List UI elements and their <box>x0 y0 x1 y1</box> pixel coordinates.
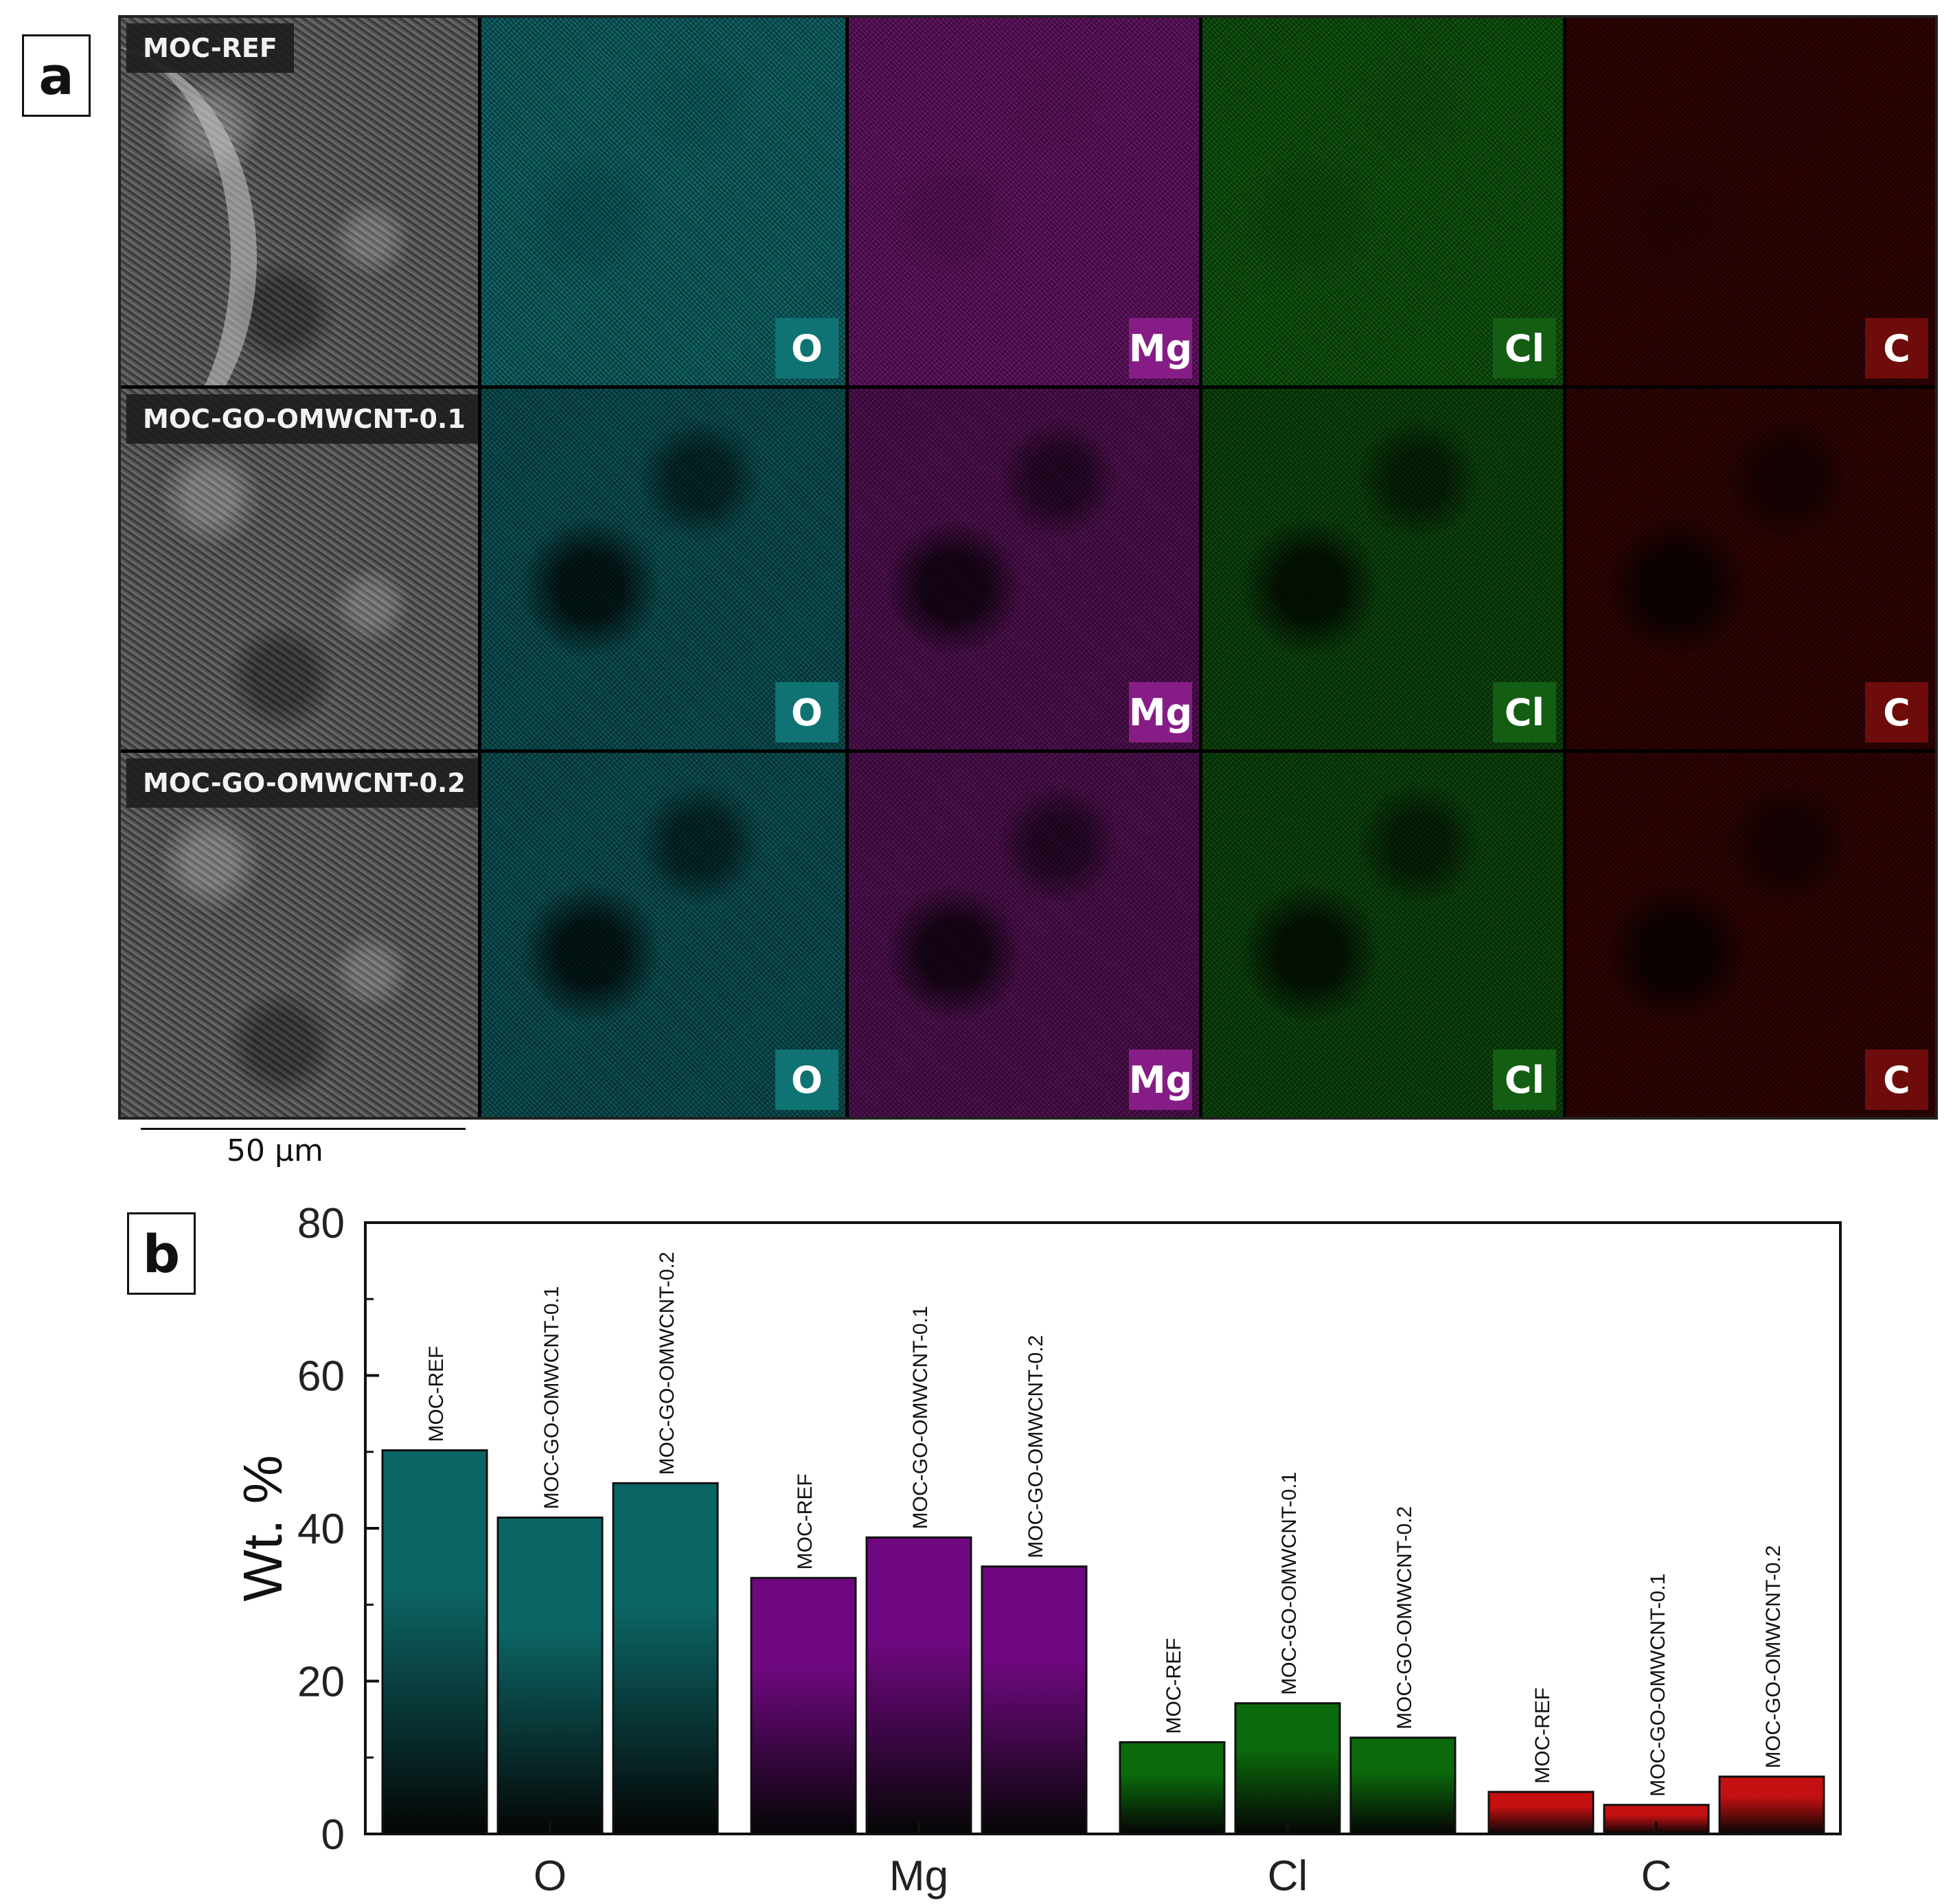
bar <box>381 1449 488 1835</box>
scale-bar-label: 50 µm <box>227 1133 323 1168</box>
bar-series-label: MOC-GO-OMWCNT-0.2 <box>1393 1506 1416 1730</box>
y-axis-label: Wt. % <box>232 1455 293 1601</box>
element-badge: Mg <box>1129 318 1192 378</box>
bar <box>1718 1776 1825 1835</box>
x-tick-label: Cl <box>1268 1852 1308 1900</box>
eds-map-cl: Cl <box>1202 753 1563 1117</box>
eds-map-o: O <box>481 753 845 1117</box>
element-badge: O <box>775 1050 838 1110</box>
x-tick-label: O <box>534 1852 567 1900</box>
bar-series-label: MOC-REF <box>1531 1688 1554 1784</box>
eds-map-cl: Cl <box>1202 389 1563 749</box>
bar-series-label: MOC-REF <box>1163 1638 1185 1734</box>
sem-image: MOC-REF <box>121 18 478 385</box>
sample-label: MOC-GO-OMWCNT-0.1 <box>126 394 478 444</box>
eds-map-o: O <box>481 389 845 749</box>
eds-map-mg: Mg <box>849 753 1199 1117</box>
y-tick-label: 20 <box>297 1659 345 1706</box>
bar <box>612 1482 719 1835</box>
eds-map-c: C <box>1566 18 1935 385</box>
wt-percent-bar-chart: 0 20 40 60 80 Wt. % MOC-REF MOC-GO-OMWCNT-0.1 MO… <box>232 1200 1842 1900</box>
bar-series-label: MOC-GO-OMWCNT-0.1 <box>540 1286 563 1509</box>
bar-series-label: MOC-REF <box>425 1346 448 1442</box>
sem-image: MOC-GO-OMWCNT-0.1 <box>121 389 478 749</box>
bar <box>1349 1736 1457 1835</box>
bar-series-label: MOC-GO-OMWCNT-0.1 <box>909 1306 932 1529</box>
bar-series-label: MOC-GO-OMWCNT-0.1 <box>1647 1574 1669 1797</box>
element-badge: Cl <box>1493 318 1556 378</box>
element-badge: C <box>1865 682 1928 743</box>
eds-map-mg: Mg <box>849 18 1199 385</box>
eds-map-mg: Mg <box>849 389 1199 749</box>
element-badge: C <box>1865 318 1928 378</box>
eds-map-cl: Cl <box>1202 18 1563 385</box>
sample-label: MOC-REF <box>126 23 294 73</box>
panel-b-label: b <box>127 1212 196 1295</box>
element-badge: O <box>775 318 838 378</box>
eds-map-c: C <box>1566 753 1935 1117</box>
panel-a-label: a <box>22 34 91 117</box>
y-tick-label: 80 <box>297 1200 345 1247</box>
bar-series-label: MOC-REF <box>794 1473 816 1569</box>
bar <box>1234 1702 1341 1835</box>
bar-series-label: MOC-GO-OMWCNT-0.2 <box>1762 1545 1785 1769</box>
bar-series-label: MOC-GO-OMWCNT-0.1 <box>1278 1472 1301 1695</box>
sample-label: MOC-GO-OMWCNT-0.2 <box>126 758 478 808</box>
y-tick-label: 40 <box>297 1506 345 1553</box>
eds-map-c: C <box>1566 389 1935 749</box>
element-badge: Mg <box>1129 1050 1192 1110</box>
element-badge: C <box>1865 1050 1928 1110</box>
element-badge: O <box>775 682 838 743</box>
scale-bar <box>141 1128 466 1130</box>
eds-map-o: O <box>481 18 845 385</box>
y-tick-label: 0 <box>321 1811 345 1859</box>
bar <box>496 1516 604 1835</box>
element-badge: Mg <box>1129 682 1192 743</box>
bar-series-label: MOC-GO-OMWCNT-0.2 <box>656 1251 678 1475</box>
element-badge: Cl <box>1493 1050 1556 1110</box>
element-badge: Cl <box>1493 682 1556 743</box>
x-tick-label: Mg <box>889 1852 948 1900</box>
y-tick-label: 60 <box>297 1353 345 1401</box>
x-tick-label: C <box>1641 1852 1672 1900</box>
bar <box>1487 1791 1595 1835</box>
bar <box>1119 1741 1226 1835</box>
eds-map-grid: MOC-REF O Mg Cl C MOC-GO-OMWCNT-0.1 O Mg Cl C MOC-… <box>118 15 1938 1120</box>
sem-image: MOC-GO-OMWCNT-0.2 <box>121 753 478 1117</box>
bar <box>981 1565 1088 1835</box>
bar <box>865 1536 972 1835</box>
bar <box>750 1576 857 1835</box>
bar-series-label: MOC-GO-OMWCNT-0.2 <box>1025 1335 1047 1559</box>
